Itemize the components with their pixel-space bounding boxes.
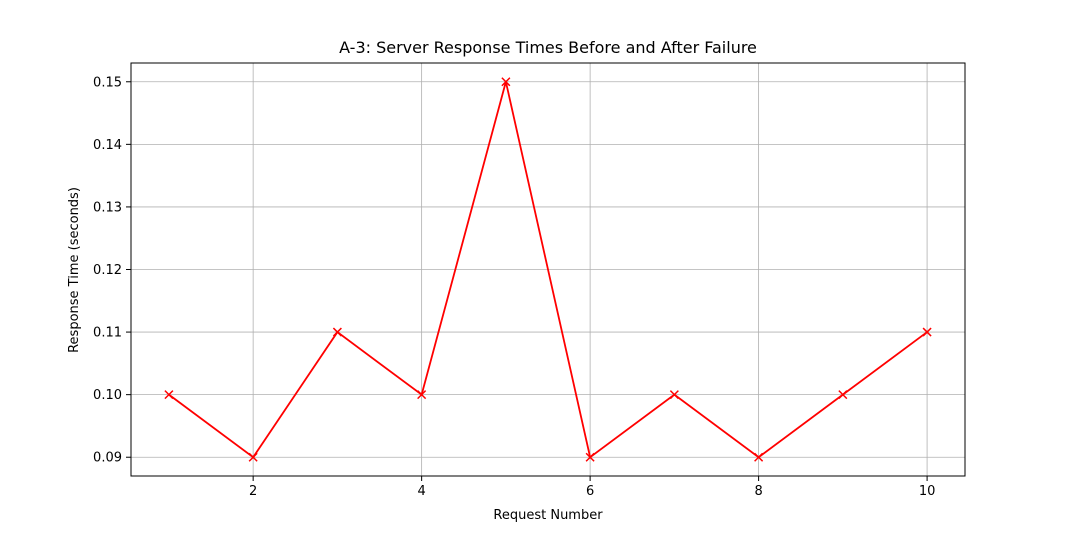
data-point-marker: [585, 452, 595, 462]
data-point-marker: [332, 327, 342, 337]
y-tick-label: 0.10: [93, 388, 122, 403]
x-tick-label: 4: [417, 484, 425, 499]
y-axis-label: Response Time (seconds): [67, 187, 82, 353]
data-point-marker: [248, 452, 258, 462]
x-tick-label: 10: [919, 484, 936, 499]
y-tick-label: 0.12: [93, 263, 122, 278]
data-point-marker: [417, 390, 427, 400]
x-tick-label: 6: [586, 484, 594, 499]
x-axis-label: Request Number: [493, 508, 603, 523]
data-point-marker: [501, 77, 511, 87]
data-point-marker: [164, 390, 174, 400]
chart-title: A-3: Server Response Times Before and Af…: [339, 38, 757, 57]
data-point-marker: [838, 390, 848, 400]
data-point-marker: [922, 327, 932, 337]
data-point-marker: [754, 452, 764, 462]
x-tick-label: 8: [754, 484, 762, 499]
y-tick-label: 0.09: [93, 451, 122, 466]
y-tick-label: 0.14: [93, 138, 122, 153]
data-series: [164, 77, 932, 462]
data-point-marker: [669, 390, 679, 400]
y-tick-label: 0.13: [93, 200, 122, 215]
y-tick-label: 0.11: [93, 326, 122, 341]
y-tick-label: 0.15: [93, 75, 122, 90]
x-tick-label: 2: [249, 484, 257, 499]
series-line: [168, 81, 928, 459]
axis-ticks: 2 4 6 8 10 0.09 0.10 0.11 0.12 0.13 0.14 0.15: [93, 75, 935, 499]
